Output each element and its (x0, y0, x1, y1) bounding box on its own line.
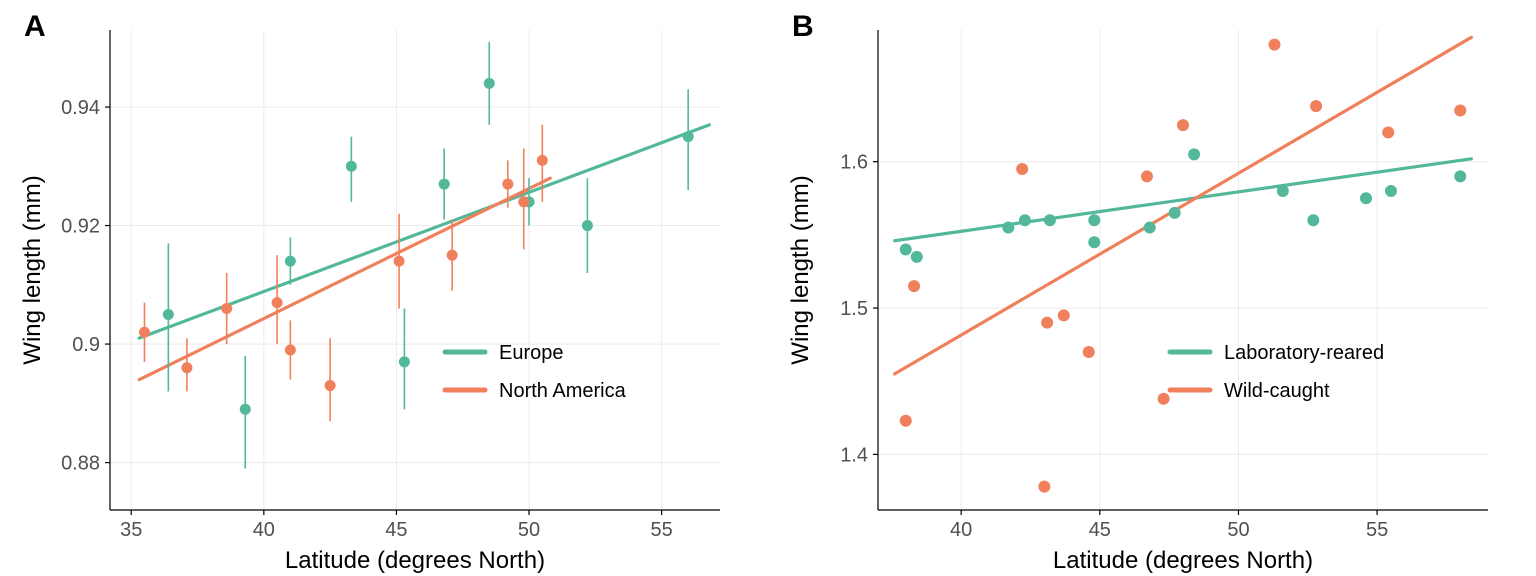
figure: 35 40 45 50 55 0.88 0.9 0.92 0.94 Latitude (degre… (0, 0, 1536, 576)
legend-label: Europe (499, 342, 564, 364)
data-point (240, 404, 251, 415)
legend: Europe North America (445, 342, 627, 402)
data-point (1144, 222, 1156, 234)
data-point (1360, 192, 1372, 204)
data-point (1310, 100, 1322, 112)
data-point (163, 309, 174, 320)
data-point (908, 280, 920, 292)
x-tick-label: 45 (385, 519, 407, 541)
legend: Laboratory-reared Wild-caught (1170, 342, 1384, 402)
x-tick-label: 50 (1227, 519, 1249, 541)
panel-label: A (24, 10, 46, 43)
data-point (900, 415, 912, 427)
data-point (1041, 317, 1053, 329)
data-point (683, 131, 694, 142)
data-point (537, 155, 548, 166)
data-point (1038, 481, 1050, 493)
x-axis-title: Latitude (degrees North) (1053, 547, 1313, 574)
x-tick-label: 45 (1089, 519, 1111, 541)
x-axis-title: Latitude (degrees North) (285, 547, 545, 574)
data-point (900, 244, 912, 256)
data-point (1454, 104, 1466, 116)
y-tick-label: 1.6 (840, 152, 868, 174)
data-point (1277, 185, 1289, 197)
data-point (1088, 214, 1100, 226)
x-tick-label: 35 (120, 519, 142, 541)
panel-label: B (792, 10, 814, 43)
data-point (1269, 39, 1281, 51)
x-tick-label: 55 (651, 519, 673, 541)
fit-line (895, 37, 1472, 374)
data-point (1083, 346, 1095, 358)
data-point (1454, 170, 1466, 182)
legend-label: North America (499, 380, 627, 402)
data-point (285, 256, 296, 267)
data-point (502, 179, 513, 190)
data-point (1177, 119, 1189, 131)
data-point (1385, 185, 1397, 197)
data-point (285, 345, 296, 356)
data-point (1002, 222, 1014, 234)
data-point (139, 327, 150, 338)
y-tick-label: 1.5 (840, 298, 868, 320)
legend-label: Laboratory-reared (1224, 342, 1384, 364)
data-point (221, 303, 232, 314)
x-tick-label: 40 (950, 519, 972, 541)
legend-label: Wild-caught (1224, 380, 1330, 402)
data-point (325, 380, 336, 391)
y-axis-title: Wing length (mm) (787, 175, 814, 364)
data-point (399, 356, 410, 367)
data-point (582, 220, 593, 231)
fit-line (895, 159, 1472, 241)
data-point (1044, 214, 1056, 226)
data-point (1307, 214, 1319, 226)
y-tick-label: 1.4 (840, 444, 868, 466)
x-tick-label: 40 (253, 519, 275, 541)
data-point (1141, 170, 1153, 182)
data-point (1169, 207, 1181, 219)
data-point (394, 256, 405, 267)
data-point (272, 297, 283, 308)
data-point (1058, 309, 1070, 321)
y-tick-label: 0.92 (61, 216, 100, 238)
data-point (1016, 163, 1028, 175)
panel: 35 40 45 50 55 0.88 0.9 0.92 0.94 Latitude (degre… (19, 10, 720, 574)
y-tick-label: 0.94 (61, 97, 100, 119)
y-tick-label: 0.88 (61, 453, 100, 475)
panel: 40 45 50 55 1.4 1.5 1.6 Latitude (degrees North… (787, 10, 1488, 574)
data-point (911, 251, 923, 263)
fit-line (139, 178, 550, 379)
data-point (1019, 214, 1031, 226)
y-axis-title: Wing length (mm) (19, 175, 46, 364)
data-point (1088, 236, 1100, 248)
x-tick-label: 50 (518, 519, 540, 541)
data-point (181, 362, 192, 373)
data-point (518, 196, 529, 207)
data-point (484, 78, 495, 89)
x-tick-label: 55 (1366, 519, 1388, 541)
y-tick-label: 0.9 (72, 334, 100, 356)
data-point (447, 250, 458, 261)
data-point (1158, 393, 1170, 405)
data-point (1188, 148, 1200, 160)
data-point (1382, 126, 1394, 138)
data-point (346, 161, 357, 172)
data-point (439, 179, 450, 190)
